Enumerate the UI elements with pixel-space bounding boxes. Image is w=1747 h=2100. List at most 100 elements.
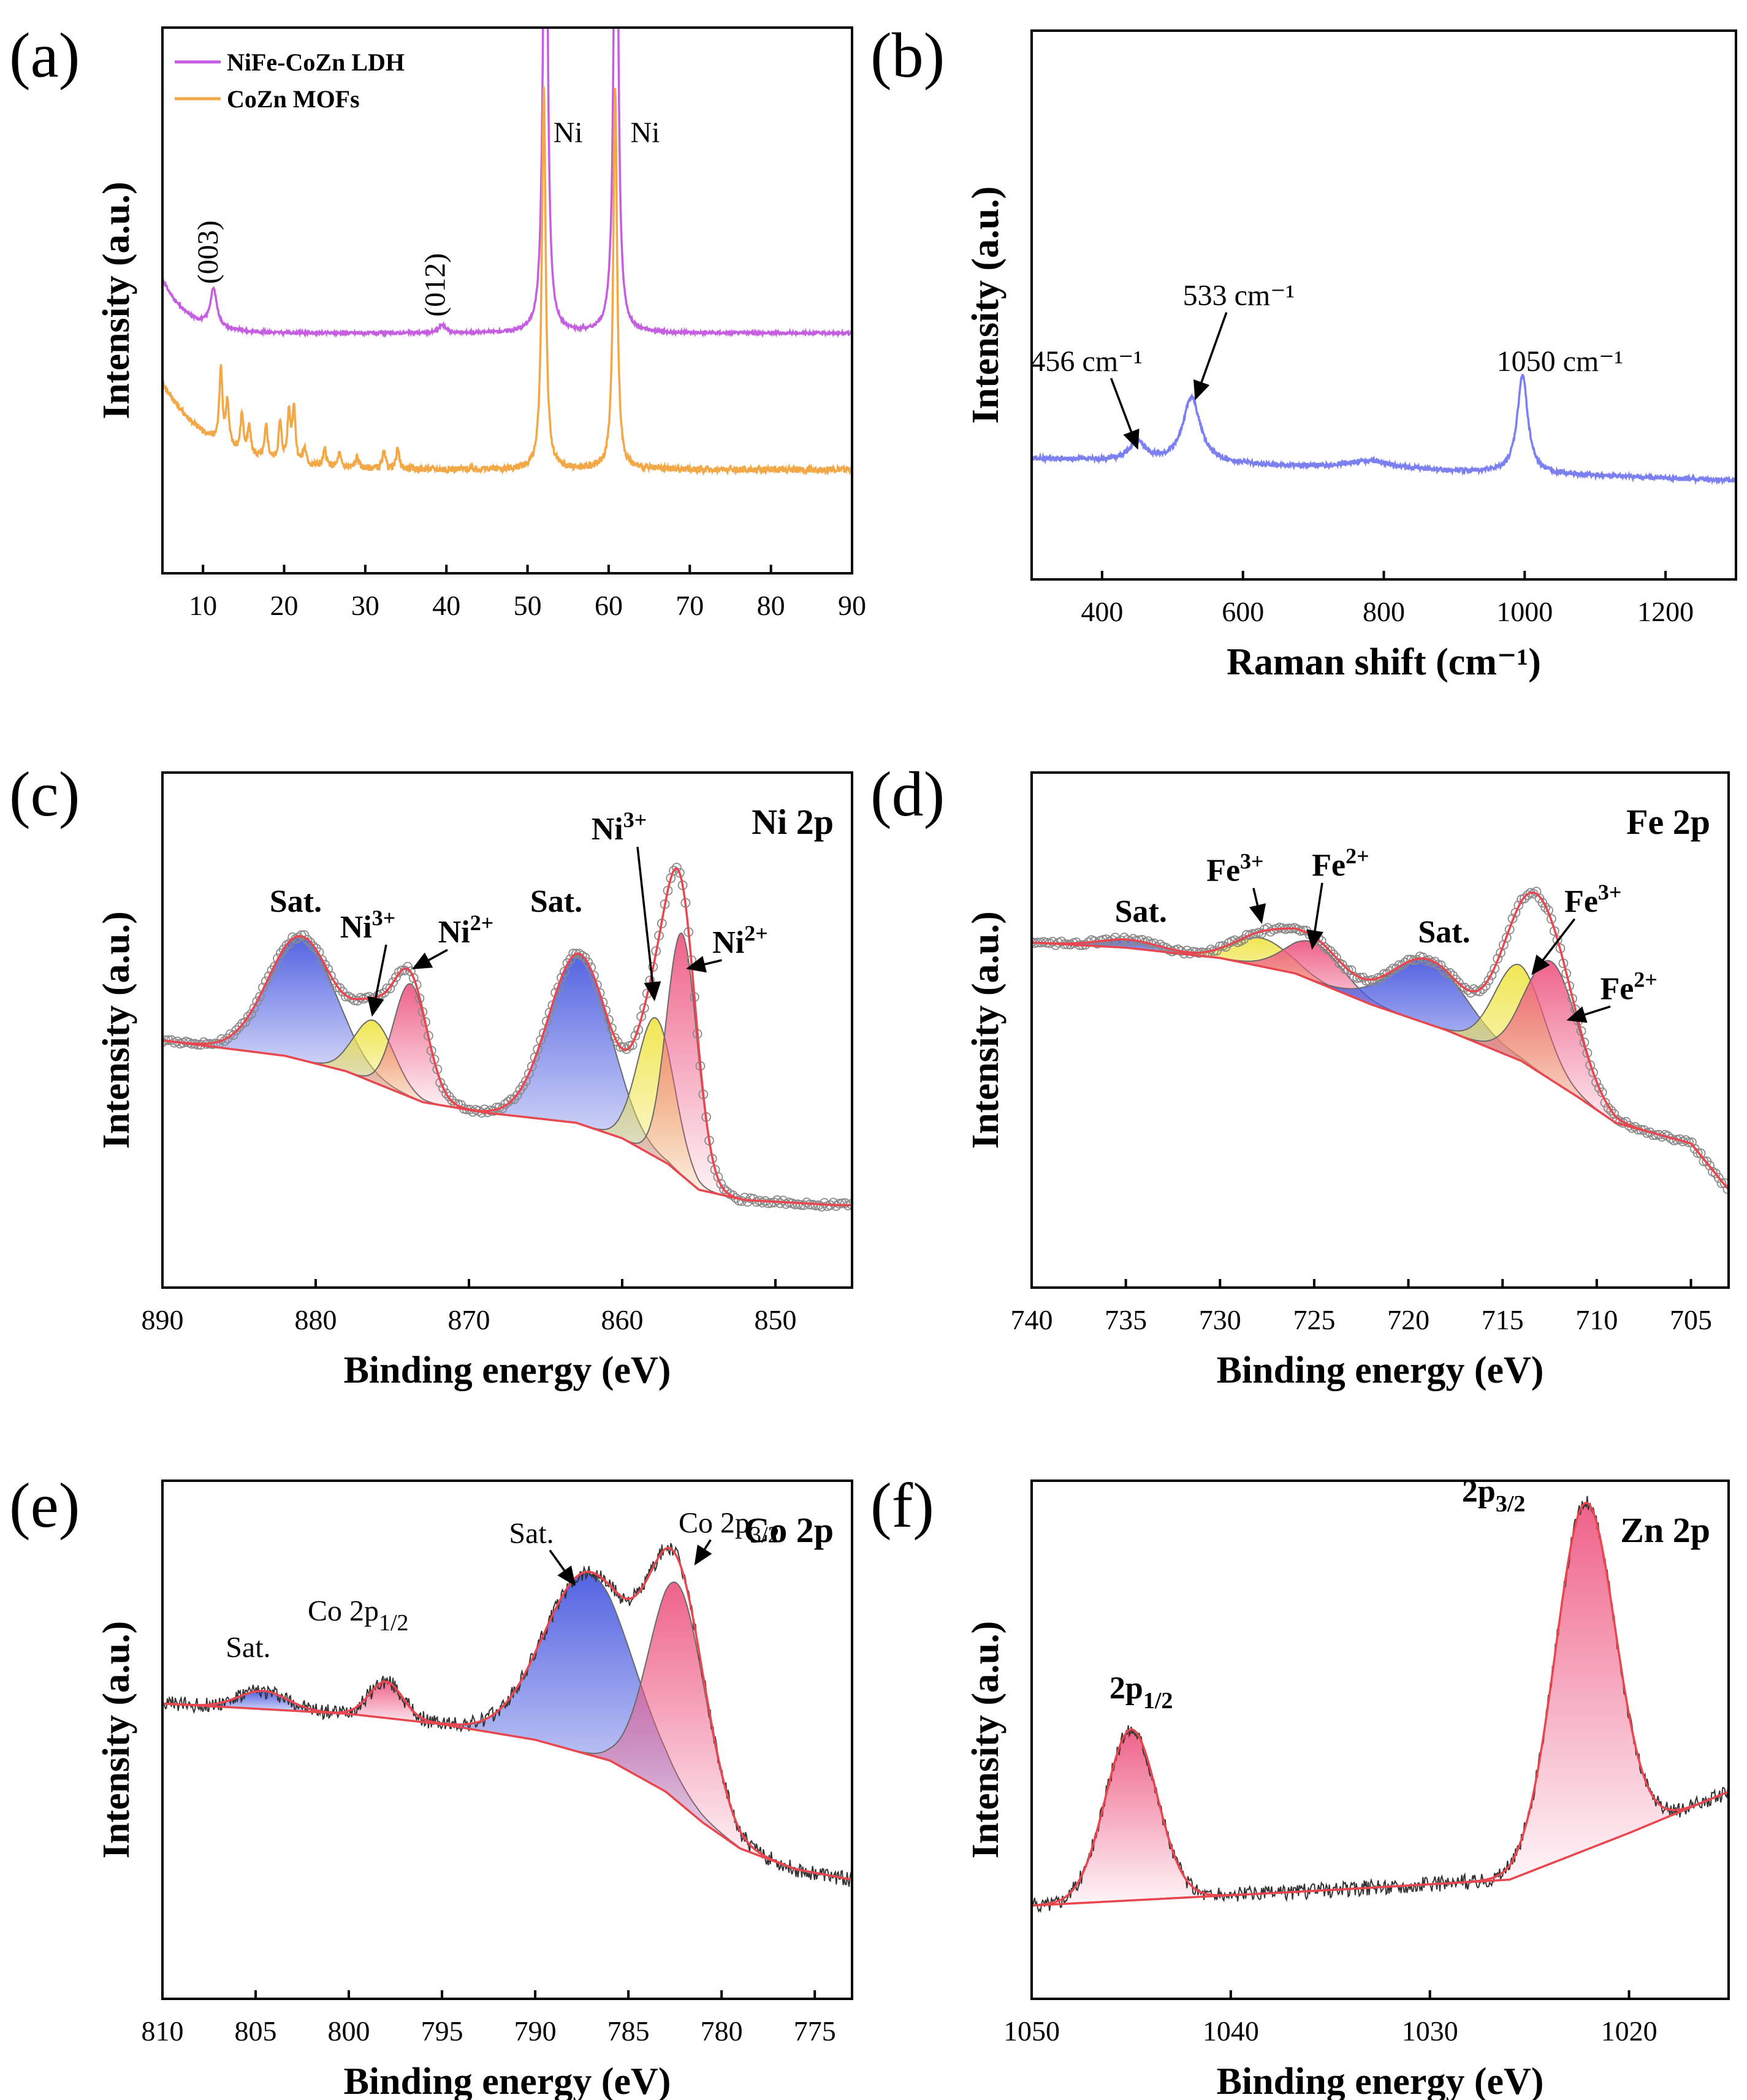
raw-point <box>302 934 313 945</box>
component-fill-c-3 <box>441 953 717 1194</box>
raw-point <box>1433 960 1443 970</box>
raw-point <box>1606 1105 1616 1116</box>
raw-point <box>341 991 351 1002</box>
panel-title-c: Ni 2p <box>752 802 834 842</box>
raw-point <box>1265 926 1276 937</box>
panel-c: (c) Intensity (a.u.) Binding energy (eV) 89… <box>9 759 853 1391</box>
raw-point <box>1400 957 1410 968</box>
raw-point <box>1056 936 1067 947</box>
raw-point <box>308 941 318 951</box>
panel-a: (a) Intensity (a.u.) 10 20 30 40 50 60 70 80 90 NiF… <box>9 20 866 621</box>
raw-point <box>1331 953 1341 963</box>
x-axis-title-c: Binding energy (eV) <box>344 1350 671 1391</box>
x-tick-label-a-8: 90 <box>838 590 866 621</box>
raw-point <box>810 1201 821 1211</box>
component-fill-c-2 <box>335 983 487 1113</box>
raw-point <box>228 1030 238 1040</box>
raw-point <box>1453 977 1464 988</box>
x-tick-label-e-1: 805 <box>235 2015 277 2047</box>
raw-point <box>1713 1173 1724 1183</box>
peak-arrow-e-3 <box>694 1539 712 1566</box>
panel-d: (d) Intensity (a.u.) Binding energy (eV) 74… <box>870 759 1730 1391</box>
peak-arrow-e-2 <box>549 1549 576 1586</box>
raw-point <box>778 1196 788 1205</box>
raw-point <box>479 1104 490 1115</box>
raw-point <box>557 972 566 983</box>
envelope-line-d <box>1032 891 1729 1191</box>
x-tick-label-a-7: 80 <box>757 590 785 621</box>
raw-point <box>1343 965 1353 976</box>
plot-frame-c <box>161 771 853 1289</box>
y-axis-title-a: Intensity (a.u.) <box>96 181 137 419</box>
raw-data-c <box>162 863 852 1212</box>
raw-point <box>1588 1067 1599 1078</box>
legend-label-1: CoZn MOFs <box>227 85 360 113</box>
x-tick-label-d-0: 740 <box>1011 1304 1053 1335</box>
raw-point <box>716 1179 726 1189</box>
raw-point <box>1513 900 1524 911</box>
x-tick-label-f-0: 1050 <box>1003 2015 1060 2047</box>
raw-point <box>255 991 265 1002</box>
raw-point <box>1480 981 1491 991</box>
plot-frame-b <box>1030 29 1737 581</box>
component-fill-d-1 <box>1134 937 1389 1010</box>
peak-label-d-2: Fe2+ <box>1312 844 1369 883</box>
x-axis-title-e: Binding energy (eV) <box>344 2061 671 2100</box>
panel-label-f: (f) <box>870 1470 934 1541</box>
component-fill-c-1 <box>284 1020 464 1109</box>
component-fill-d-5 <box>1433 960 1670 1138</box>
plot-frame-e <box>161 1480 853 2000</box>
raw-point <box>1382 969 1392 979</box>
raw-point <box>503 1096 513 1107</box>
raw-point <box>391 972 401 982</box>
raw-point <box>388 977 398 987</box>
component-fill-e-0 <box>162 1690 373 1717</box>
raw-point <box>1450 974 1461 985</box>
raw-point <box>1705 1161 1715 1170</box>
raw-point <box>1483 976 1494 985</box>
x-tick-label-d-2: 730 <box>1199 1304 1241 1335</box>
raw-point <box>1490 963 1500 974</box>
peak-label-c-4: Ni3+ <box>592 808 647 847</box>
background-line-f <box>1032 1790 1729 1907</box>
peak-label-d-0: Sat. <box>1115 895 1167 930</box>
peak-label-c-0: Sat. <box>270 884 322 919</box>
raw-point <box>834 1199 844 1209</box>
component-fill-f-1 <box>1450 1503 1720 1884</box>
x-axis-title-d: Binding energy (eV) <box>1217 1350 1544 1391</box>
peak-label-d-3: Sat. <box>1418 915 1470 950</box>
y-axis-title-e: Intensity (a.u.) <box>96 1621 137 1859</box>
raw-point <box>1424 955 1434 965</box>
x-tick-label-c-1: 880 <box>295 1304 337 1335</box>
raw-point <box>1436 960 1446 971</box>
x-tick-label-a-2: 30 <box>351 590 379 621</box>
background-line-c <box>162 1039 852 1207</box>
panel-label-d: (d) <box>870 759 945 830</box>
peak-arrow-d-5 <box>1566 1005 1611 1023</box>
peak-label-e-0: Sat. <box>226 1631 270 1663</box>
raw-point <box>1692 1148 1703 1158</box>
annotation-arrow-b-0 <box>1109 378 1140 450</box>
panel-f: (f) Intensity (a.u.) Binding energy (eV) 10… <box>870 1470 1730 2100</box>
x-tick-label-e-3: 795 <box>421 2015 463 2047</box>
component-fill-e-2 <box>387 1573 791 1868</box>
plot-frame-a <box>161 26 853 575</box>
plot-frame-d <box>1030 771 1730 1289</box>
raw-point <box>612 1037 623 1047</box>
annotation-b-1: 533 cm⁻¹ <box>1183 280 1295 312</box>
x-tick-label-d-7: 705 <box>1670 1304 1712 1335</box>
y-axis-title-c: Intensity (a.u.) <box>96 911 137 1149</box>
raw-point <box>231 1025 242 1036</box>
raw-point <box>1397 960 1407 971</box>
legend-label-0: NiFe-CoZn LDH <box>227 48 405 76</box>
raw-point <box>1385 966 1395 976</box>
raw-point <box>1609 1109 1619 1119</box>
panel-e: (e) Intensity (a.u.) Binding energy (eV) 81… <box>9 1470 853 2100</box>
raw-point <box>243 1012 253 1021</box>
peak-label-c-1: Ni3+ <box>340 906 396 945</box>
raw-point <box>840 1198 850 1208</box>
peak-arrow-c-4 <box>636 847 661 1002</box>
peak-label-e-2: Sat. <box>509 1517 554 1549</box>
peak-arrow-d-1 <box>1249 887 1266 925</box>
x-tick-label-c-2: 870 <box>448 1304 490 1335</box>
